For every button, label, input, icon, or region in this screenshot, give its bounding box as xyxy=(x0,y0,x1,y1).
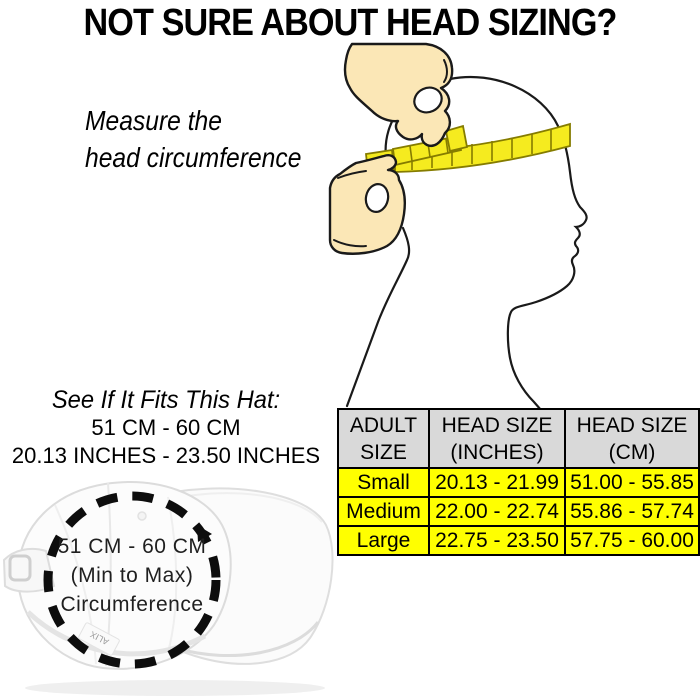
hat-label-circumference: Circumference xyxy=(60,593,203,616)
fit-note-cm-range: 51 CM - 60 CM xyxy=(91,415,241,440)
measure-note-line1: Measure the xyxy=(85,105,222,136)
hat-label-range: 51 CM - 60 CM xyxy=(58,535,207,558)
size-row-small: Small 20.13 - 21.99 51.00 - 55.85 xyxy=(337,467,700,498)
cm-cell: 51.00 - 55.85 xyxy=(564,467,700,498)
tape-pinched-tab xyxy=(444,124,469,153)
fit-note: See If It Fits This Hat: 51 CM - 60 CM 2… xyxy=(0,386,332,470)
brim-shadow-line xyxy=(174,621,320,658)
col-header-text: HEAD SIZE xyxy=(441,413,553,437)
cap-strap xyxy=(2,547,56,593)
cm-cell: 57.75 - 60.00 xyxy=(564,525,700,556)
size-row-medium: Medium 22.00 - 22.74 55.86 - 57.74 xyxy=(337,496,700,527)
col-header-text: (CM) xyxy=(608,440,656,464)
col-header-head-size-cm: HEAD SIZE (CM) xyxy=(564,408,700,469)
cap-grommet xyxy=(137,511,147,521)
upper-hand xyxy=(343,42,454,147)
lower-hand xyxy=(328,154,406,255)
size-cell: Small xyxy=(337,467,430,498)
size-cell: Large xyxy=(337,525,430,556)
head-outline xyxy=(384,75,588,412)
col-header-text: SIZE xyxy=(360,440,407,464)
fit-note-inches-range: 20.13 INCHES - 23.50 INCHES xyxy=(11,443,321,468)
col-header-text: HEAD SIZE xyxy=(576,413,688,437)
page-title: NOT SURE ABOUT HEAD SIZING? xyxy=(83,2,617,44)
size-row-large: Large 22.75 - 23.50 57.75 - 60.00 xyxy=(337,525,700,556)
cap-shadow xyxy=(25,680,325,696)
size-table: ADULT SIZE HEAD SIZE (INCHES) HEAD SIZE … xyxy=(337,408,700,556)
inches-cell: 22.75 - 23.50 xyxy=(428,525,566,556)
size-table-header-row: ADULT SIZE HEAD SIZE (INCHES) HEAD SIZE … xyxy=(337,408,700,469)
fit-note-heading: See If It Fits This Hat: xyxy=(51,386,281,414)
inches-cell: 20.13 - 21.99 xyxy=(428,467,566,498)
tape-segment-lines xyxy=(411,130,552,170)
col-header-head-size-inches: HEAD SIZE (INCHES) xyxy=(428,408,566,469)
col-header-text: (INCHES) xyxy=(450,440,544,464)
inches-cell: 22.00 - 22.74 xyxy=(428,496,566,527)
strap-buckle xyxy=(8,554,32,582)
measure-note: Measure the head circumference xyxy=(85,102,301,176)
size-cell: Medium xyxy=(337,496,430,527)
measure-note-line2: head circumference xyxy=(85,142,302,173)
circumference-dashed-circle xyxy=(43,491,221,669)
col-header-adult-size: ADULT SIZE xyxy=(337,408,430,469)
neck-back-line xyxy=(345,226,411,408)
hat-label-minmax: (Min to Max) xyxy=(71,564,194,587)
head-measuring-illustration xyxy=(328,42,588,412)
col-header-text: ADULT xyxy=(349,413,418,437)
cap-brand-tag: ALIX xyxy=(78,622,120,656)
circumference-arrow-icon xyxy=(197,525,212,542)
cm-cell: 55.86 - 57.74 xyxy=(564,496,700,527)
cap-crown xyxy=(16,481,232,670)
cap-inside-illustration: ALIX 51 CM - 60 CM (Min to Max) Circumfe… xyxy=(2,481,334,696)
